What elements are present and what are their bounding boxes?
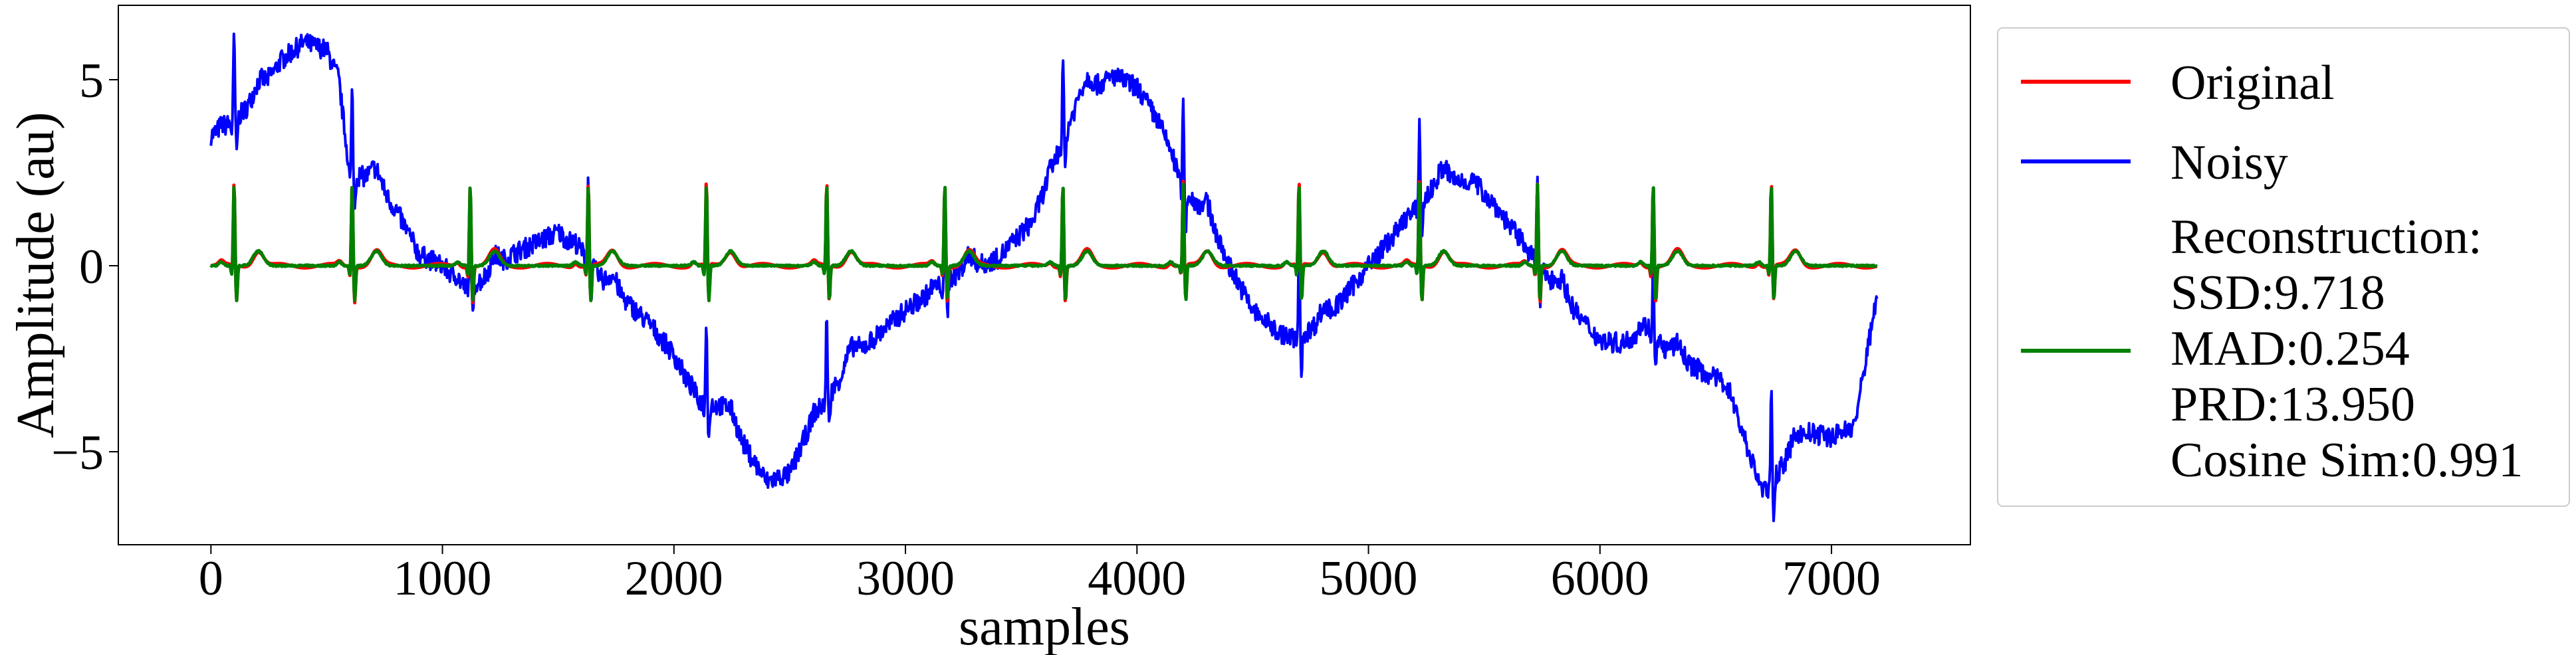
x-tick-label: 1000 — [394, 551, 492, 606]
legend-label-reconstruction: Reconstruction: — [2170, 210, 2482, 264]
x-tick-label: 6000 — [1551, 551, 1649, 606]
legend-metric-mad: MAD:0.254 — [2170, 322, 2410, 376]
y-tick-label: 0 — [79, 240, 104, 294]
y-axis-label: Amplitude (au) — [7, 112, 65, 438]
series-line-reconstruction — [209, 181, 1879, 302]
legend: Original Noisy Reconstruction: SSD:9.718… — [1997, 27, 2570, 507]
legend-metric-prd: PRD:13.950 — [2170, 377, 2415, 432]
x-tick-label: 2000 — [625, 551, 723, 606]
x-axis-label: samples — [959, 598, 1130, 655]
legend-metric-ssd: SSD:9.718 — [2170, 266, 2385, 320]
x-tick-label: 4000 — [1088, 551, 1186, 606]
legend-label-original: Original — [2170, 56, 2335, 110]
x-tick-label: 0 — [199, 551, 223, 606]
x-tick-label: 5000 — [1320, 551, 1418, 606]
axis-layer: 0 1000 2000 3000 4000 5000 6000 7000 5 0 −5 — [51, 54, 1881, 606]
x-tick-label: 3000 — [856, 551, 955, 606]
series-line-noisy — [209, 33, 1879, 523]
legend-label-noisy: Noisy — [2170, 136, 2288, 190]
legend-metric-cosine: Cosine Sim:0.991 — [2170, 433, 2523, 488]
x-tick-label: 7000 — [1782, 551, 1881, 606]
y-tick-label: 5 — [79, 54, 104, 108]
series-layer — [209, 33, 1879, 523]
y-tick-label: −5 — [51, 426, 104, 480]
plot-frame — [118, 5, 1971, 545]
legend-box — [1997, 27, 2570, 507]
